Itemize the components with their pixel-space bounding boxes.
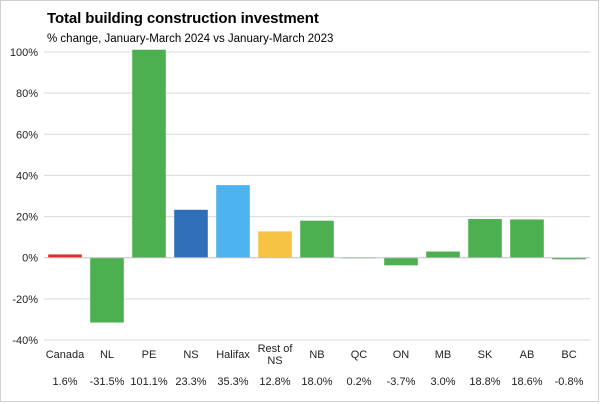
y-tick-label: 60% xyxy=(16,129,38,141)
category-label: SK xyxy=(478,349,493,361)
y-tick-label: 20% xyxy=(16,212,38,224)
y-tick-label: 40% xyxy=(16,170,38,182)
value-label: 101.1% xyxy=(130,376,168,388)
y-axis: 100% 80% 60% 40% 20% 0% -20% -40% xyxy=(10,47,38,347)
value-label: -31.5% xyxy=(90,376,125,388)
bar-nl xyxy=(90,257,124,323)
y-tick-label: -20% xyxy=(12,294,38,306)
value-label: 0.2% xyxy=(346,376,371,388)
value-label: 3.0% xyxy=(430,376,455,388)
chart-subtitle: % change, January-March 2024 vs January-… xyxy=(47,33,334,45)
value-label: 18.6% xyxy=(511,376,542,388)
category-label: Halifax xyxy=(216,349,250,361)
bar-pe xyxy=(132,49,166,258)
bar-ns xyxy=(174,209,208,258)
value-label: -3.7% xyxy=(387,376,416,388)
category-label: QC xyxy=(351,349,368,361)
value-label: 1.6% xyxy=(52,376,77,388)
y-tick-label: 80% xyxy=(16,88,38,100)
bar-nb xyxy=(300,220,334,258)
bar-on xyxy=(384,257,418,266)
category-label: NB xyxy=(309,349,324,361)
value-label: -0.8% xyxy=(555,376,584,388)
value-label: 35.3% xyxy=(217,376,248,388)
bars xyxy=(48,49,586,323)
value-label: 18.8% xyxy=(469,376,500,388)
y-tick-label: 0% xyxy=(22,253,38,265)
category-label: BC xyxy=(561,349,576,361)
category-label: NS xyxy=(267,355,282,367)
category-label: PE xyxy=(142,349,157,361)
category-label: Rest of xyxy=(258,343,294,355)
category-label: NS xyxy=(183,349,198,361)
bar-bc xyxy=(552,257,586,260)
bar-halifax xyxy=(216,185,250,258)
y-tick-label: 100% xyxy=(10,47,38,59)
category-label: MB xyxy=(435,349,452,361)
category-label: AB xyxy=(520,349,535,361)
category-label: NL xyxy=(100,349,114,361)
chart-title: Total building construction investment xyxy=(47,10,319,27)
value-labels: 1.6% -31.5% 101.1% 23.3% 35.3% 12.8% 18.0% 0.2%… xyxy=(52,376,583,388)
value-label: 23.3% xyxy=(175,376,206,388)
bar-rest-of-ns xyxy=(258,231,292,258)
bar-sk xyxy=(468,219,502,258)
category-label: ON xyxy=(393,349,410,361)
bar-mb xyxy=(426,251,460,258)
y-tick-label: -40% xyxy=(12,335,38,347)
bar-ab xyxy=(510,219,544,258)
value-label: 18.0% xyxy=(301,376,332,388)
gridlines xyxy=(44,51,590,341)
category-label: Canada xyxy=(46,349,85,361)
bar-canada xyxy=(48,254,82,258)
value-label: 12.8% xyxy=(259,376,290,388)
